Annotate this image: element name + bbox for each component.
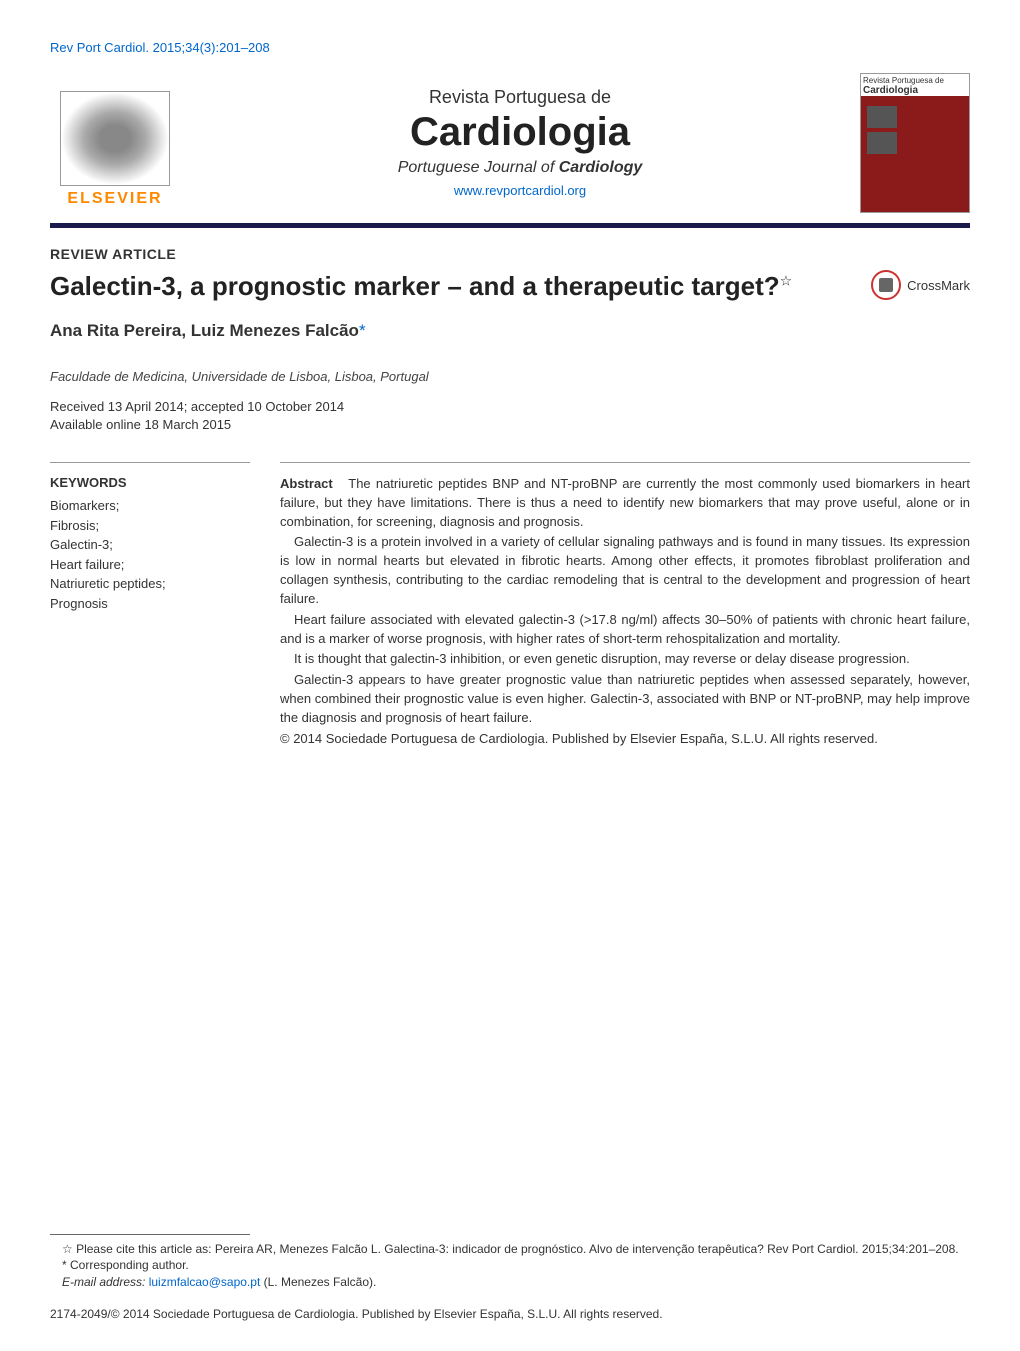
journal-english-bold: Cardiology — [559, 159, 643, 176]
cover-thumb-title: Cardiologia — [863, 85, 918, 96]
cover-thumb-image-icon — [867, 132, 897, 154]
article-dates: Received 13 April 2014; accepted 10 Octo… — [50, 398, 970, 434]
footnote-cite-as: ☆ Please cite this article as: Pereira A… — [50, 1241, 970, 1258]
article-title: Galectin-3, a prognostic marker – and a … — [50, 270, 851, 303]
affiliation: Faculdade de Medicina, Universidade de L… — [50, 369, 970, 384]
keyword-item: Galectin-3; — [50, 535, 250, 555]
issn-copyright-line: 2174-2049/© 2014 Sociedade Portuguesa de… — [50, 1307, 663, 1321]
abstract-copyright: © 2014 Sociedade Portuguesa de Cardiolog… — [280, 730, 970, 749]
crossmark-label: CrossMark — [907, 278, 970, 293]
keyword-item: Biomarkers; — [50, 496, 250, 516]
journal-url-link[interactable]: www.revportcardiol.org — [454, 183, 586, 198]
abstract-p5: Galectin-3 appears to have greater progn… — [280, 671, 970, 728]
cover-thumb-image-icon — [867, 106, 897, 128]
journal-english-title: Portuguese Journal of Cardiology — [180, 159, 860, 177]
keywords-box: KEYWORDS Biomarkers; Fibrosis; Galectin-… — [50, 462, 250, 751]
abstract-p3: Heart failure associated with elevated g… — [280, 611, 970, 649]
email-label: E-mail address: — [62, 1275, 149, 1289]
journal-cover-thumbnail: Revista Portuguesa de Cardiologia — [860, 73, 970, 213]
email-author: (L. Menezes Falcão). — [260, 1275, 376, 1289]
journal-title: Cardiologia — [180, 110, 860, 155]
crossmark-icon — [871, 270, 901, 300]
abstract-p1: The natriuretic peptides BNP and NT-proB… — [280, 476, 970, 529]
keyword-item: Fibrosis; — [50, 516, 250, 536]
journal-banner: ELSEVIER Revista Portuguesa de Cardiolog… — [50, 73, 970, 228]
keyword-item: Prognosis — [50, 594, 250, 614]
publisher-logo: ELSEVIER — [50, 78, 180, 208]
cover-thumb-subtitle: Revista Portuguesa de — [863, 76, 944, 85]
header-citation: Rev Port Cardiol. 2015;34(3):201–208 — [50, 40, 970, 55]
received-date: Received 13 April 2014; accepted 10 Octo… — [50, 398, 970, 416]
crossmark-inner-icon — [879, 278, 893, 292]
journal-title-block: Revista Portuguesa de Cardiologia Portug… — [180, 87, 860, 200]
article-type-label: REVIEW ARTICLE — [50, 246, 970, 262]
authors-text: Ana Rita Pereira, Luiz Menezes Falcão — [50, 321, 359, 340]
footnotes-block: ☆ Please cite this article as: Pereira A… — [50, 1234, 970, 1291]
footnote-corresponding: * Corresponding author. — [50, 1257, 970, 1274]
authors-line: Ana Rita Pereira, Luiz Menezes Falcão* — [50, 321, 970, 341]
publisher-name: ELSEVIER — [67, 190, 162, 208]
available-date: Available online 18 March 2015 — [50, 416, 970, 434]
elsevier-tree-icon — [60, 91, 170, 186]
abstract-label: Abstract — [280, 476, 333, 491]
article-title-text: Galectin-3, a prognostic marker – and a … — [50, 271, 780, 301]
abstract-box: Abstract The natriuretic peptides BNP an… — [280, 462, 970, 751]
email-link[interactable]: luizmfalcao@sapo.pt — [149, 1275, 261, 1289]
title-footnote-marker: ☆ — [780, 272, 793, 288]
footnotes-rule — [50, 1234, 250, 1235]
journal-subtitle: Revista Portuguesa de — [180, 87, 860, 108]
cover-thumb-body — [861, 96, 969, 164]
abstract-p4: It is thought that galectin-3 inhibition… — [280, 650, 970, 669]
title-row: Galectin-3, a prognostic marker – and a … — [50, 270, 970, 303]
keyword-item: Heart failure; — [50, 555, 250, 575]
content-row: KEYWORDS Biomarkers; Fibrosis; Galectin-… — [50, 462, 970, 751]
crossmark-widget[interactable]: CrossMark — [871, 270, 970, 300]
keywords-heading: KEYWORDS — [50, 473, 250, 493]
journal-english-prefix: Portuguese Journal of — [398, 159, 559, 176]
footnote-email-line: E-mail address: luizmfalcao@sapo.pt (L. … — [50, 1274, 970, 1291]
cover-thumb-header: Revista Portuguesa de Cardiologia — [861, 74, 969, 96]
corresponding-marker: * — [359, 321, 366, 340]
abstract-p2: Galectin-3 is a protein involved in a va… — [280, 533, 970, 608]
keyword-item: Natriuretic peptides; — [50, 574, 250, 594]
